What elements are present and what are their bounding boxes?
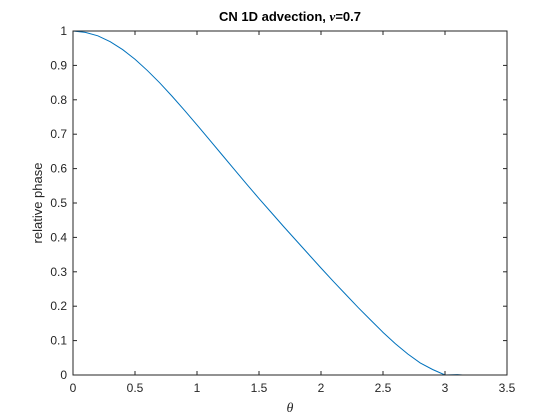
y-tick-label-8: 0.8 bbox=[50, 93, 67, 107]
x-tick-label-5: 2.5 bbox=[375, 381, 392, 395]
chart-title: CN 1D advection, ν=0.7 bbox=[219, 9, 361, 24]
y-tick-label-3: 0.3 bbox=[50, 265, 67, 279]
x-tick-label-7: 3.5 bbox=[499, 381, 516, 395]
x-axis-label: θ bbox=[287, 401, 294, 416]
y-tick-label-6: 0.6 bbox=[50, 162, 67, 176]
y-tick-label-4: 0.4 bbox=[50, 230, 67, 244]
x-tick-label-6: 3 bbox=[442, 381, 449, 395]
y-tick-label-9: 0.9 bbox=[50, 58, 67, 72]
y-tick-label-7: 0.7 bbox=[50, 127, 67, 141]
series-layer bbox=[72, 30, 463, 376]
ticks-layer: 0 0.5 1 1.5 2 2.5 3 3.5 0 0.1 0.2 0.3 0.4 0.5 0.6 0.7 0.… bbox=[50, 24, 515, 395]
x-tick-label-4: 2 bbox=[318, 381, 325, 395]
x-tick-label-0: 0 bbox=[70, 381, 77, 395]
plot-area bbox=[73, 31, 507, 375]
chart-title-symbol: ν bbox=[330, 9, 336, 24]
x-tick-label-3: 1.5 bbox=[251, 381, 268, 395]
y-axis-label: relative phase bbox=[30, 163, 45, 244]
y-tick-label-1: 0.1 bbox=[50, 334, 67, 348]
chart-title-suffix: =0.7 bbox=[335, 9, 361, 24]
y-tick-label-5: 0.5 bbox=[50, 196, 67, 210]
chart-title-prefix: CN 1D advection, bbox=[219, 9, 330, 24]
y-tick-label-2: 0.2 bbox=[50, 299, 67, 313]
x-tick-label-1: 0.5 bbox=[127, 381, 144, 395]
series-line-0 bbox=[72, 30, 463, 376]
x-tick-label-2: 1 bbox=[194, 381, 201, 395]
y-tick-label-0: 0 bbox=[60, 368, 67, 382]
y-tick-label-10: 1 bbox=[60, 24, 67, 38]
